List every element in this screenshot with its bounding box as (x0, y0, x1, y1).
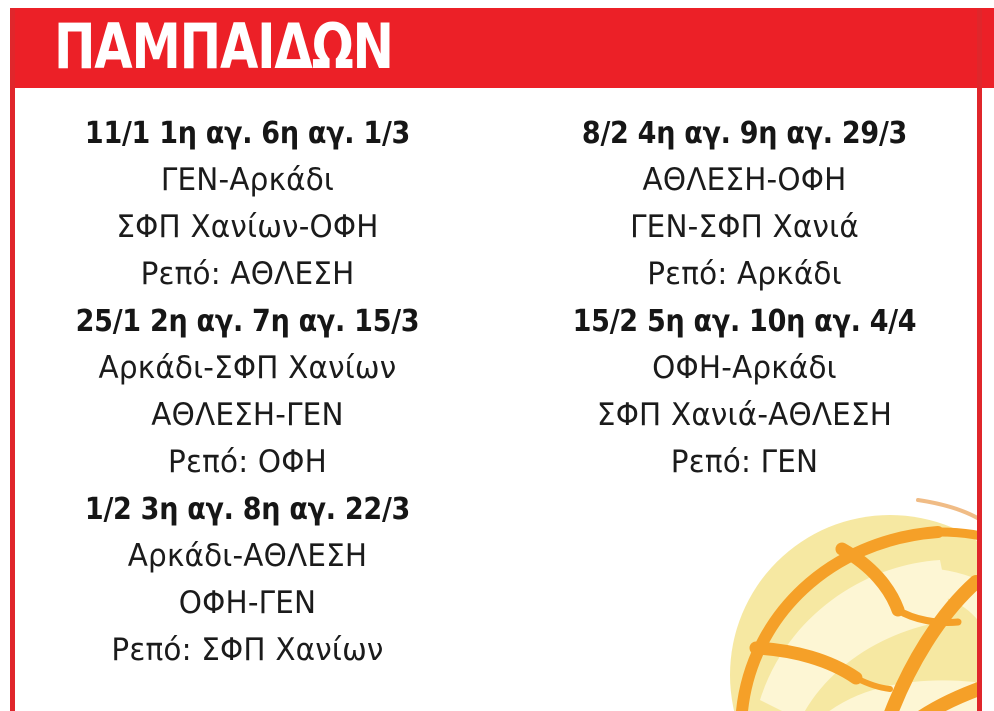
round-header: 8/2 4η αγ. 9η αγ. 29/3 (581, 116, 908, 151)
schedule-columns: 11/1 1η αγ. 6η αγ. 1/3 ΓΕΝ-Αρκάδι ΣΦΠ Χα… (15, 110, 977, 674)
match-line: ΟΦΗ-Αρκάδι (652, 350, 837, 386)
right-border-rail (977, 8, 982, 711)
match-line: ΣΦΠ Χανιά-ΑΘΛΕΣΗ (596, 397, 893, 433)
round-header: 25/1 2η αγ. 7η αγ. 15/3 (75, 304, 420, 339)
left-border-rail (10, 8, 15, 711)
round-block: 1/2 3η αγ. 8η αγ. 22/3 Αρκάδι-ΑΘΛΕΣΗ ΟΦΗ… (15, 486, 480, 674)
match-line: ΑΘΛΕΣΗ-ΟΦΗ (642, 162, 847, 198)
match-line: ΣΦΠ Χανίων-ΟΦΗ (116, 209, 379, 245)
round-block: 8/2 4η αγ. 9η αγ. 29/3 ΑΘΛΕΣΗ-ΟΦΗ ΓΕΝ-ΣΦ… (512, 110, 977, 298)
match-line: ΟΦΗ-ΓΕΝ (178, 585, 317, 621)
round-header: 11/1 1η αγ. 6η αγ. 1/3 (84, 116, 411, 151)
round-block: 15/2 5η αγ. 10η αγ. 4/4 ΟΦΗ-Αρκάδι ΣΦΠ Χ… (512, 298, 977, 486)
bye-line: Ρεπό: ΓΕΝ (670, 444, 819, 480)
round-block: 11/1 1η αγ. 6η αγ. 1/3 ΓΕΝ-Αρκάδι ΣΦΠ Χα… (15, 110, 480, 298)
match-line: ΓΕΝ-Αρκάδι (160, 162, 335, 198)
match-line: ΓΕΝ-ΣΦΠ Χανιά (630, 209, 859, 245)
round-block: 25/1 2η αγ. 7η αγ. 15/3 Αρκάδι-ΣΦΠ Χανίω… (15, 298, 480, 486)
match-line: Αρκάδι-ΣΦΠ Χανίων (98, 350, 397, 386)
left-column: 11/1 1η αγ. 6η αγ. 1/3 ΓΕΝ-Αρκάδι ΣΦΠ Χα… (15, 110, 496, 674)
page-title: ΠΑΜΠΑΙΔΩΝ (54, 9, 394, 83)
bye-line: Ρεπό: ΣΦΠ Χανίων (111, 632, 384, 668)
header-banner: ΠΑΜΠΑΙΔΩΝ (10, 8, 994, 88)
match-line: ΑΘΛΕΣΗ-ΓΕΝ (151, 397, 344, 433)
match-line: Αρκάδι-ΑΘΛΕΣΗ (127, 538, 368, 574)
round-header: 1/2 3η αγ. 8η αγ. 22/3 (84, 492, 411, 527)
bye-line: Ρεπό: ΑΘΛΕΣΗ (140, 256, 355, 292)
right-column: 8/2 4η αγ. 9η αγ. 29/3 ΑΘΛΕΣΗ-ΟΦΗ ΓΕΝ-ΣΦ… (496, 110, 977, 674)
round-header: 15/2 5η αγ. 10η αγ. 4/4 (572, 304, 917, 339)
bye-line: Ρεπό: Αρκάδι (647, 256, 842, 292)
bye-line: Ρεπό: ΟΦΗ (168, 444, 327, 480)
